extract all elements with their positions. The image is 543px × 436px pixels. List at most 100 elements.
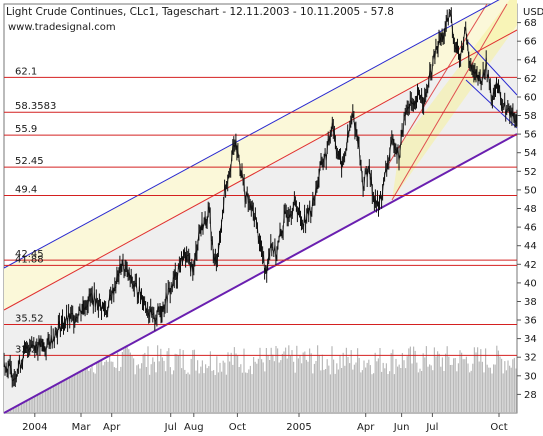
volume-bar xyxy=(69,364,71,413)
volume-bar xyxy=(329,374,331,413)
volume-bar xyxy=(246,372,248,413)
volume-bar xyxy=(349,363,351,413)
volume-bar xyxy=(182,350,184,413)
y-tick-label: 36 xyxy=(524,316,537,327)
volume-bar xyxy=(137,364,139,413)
volume-bar xyxy=(344,365,346,413)
volume-bar xyxy=(462,359,464,413)
volume-bar xyxy=(513,357,515,413)
volume-bar xyxy=(371,374,373,413)
volume-bar xyxy=(448,356,450,413)
volume-bar xyxy=(256,363,258,413)
volume-bar xyxy=(85,352,87,413)
volume-bar xyxy=(217,372,219,413)
volume-bar xyxy=(161,357,163,413)
y-tick-label: 38 xyxy=(524,297,537,308)
volume-bar xyxy=(193,349,195,413)
volume-bar xyxy=(190,358,192,413)
volume-bar xyxy=(65,370,67,413)
volume-bar xyxy=(325,369,327,413)
volume-bar xyxy=(365,367,367,413)
y-tick-label: 30 xyxy=(524,371,537,382)
volume-bar xyxy=(296,345,298,413)
volume-bar xyxy=(307,361,309,413)
volume-bar xyxy=(94,373,96,413)
volume-bar xyxy=(89,368,91,413)
volume-bar xyxy=(409,346,411,413)
volume-bar xyxy=(411,363,413,413)
y-tick-label: 54 xyxy=(524,148,537,159)
volume-bar xyxy=(406,356,408,413)
x-tick-label: 2005 xyxy=(286,422,311,433)
volume-bar xyxy=(454,358,456,413)
volume-bar xyxy=(461,352,463,413)
volume-bar xyxy=(416,362,418,413)
volume-bar xyxy=(497,350,499,413)
volume-bar xyxy=(385,363,387,413)
volume-bar xyxy=(318,355,320,413)
volume-bar xyxy=(104,361,106,413)
volume-bar xyxy=(472,363,474,413)
volume-bar xyxy=(494,364,496,413)
volume-bar xyxy=(310,353,312,413)
volume-bar xyxy=(200,366,202,413)
volume-bar xyxy=(353,364,355,413)
y-axis: 28 30 32 34 36 38 40 42 44 46 48 50 52 54 56 58 60 62 64 66… xyxy=(517,18,537,401)
volume-bar xyxy=(219,362,221,413)
volume-bar xyxy=(56,369,58,413)
volume-bar xyxy=(317,345,319,413)
volume-bar xyxy=(78,360,80,413)
volume-bar xyxy=(93,372,95,413)
volume-bar xyxy=(397,366,399,413)
volume-bar xyxy=(241,372,243,413)
volume-bar xyxy=(275,346,277,413)
volume-bar xyxy=(134,374,136,413)
x-tick-label: Oct xyxy=(490,422,507,433)
volume-bar xyxy=(48,369,50,413)
volume-bar xyxy=(321,354,323,413)
volume-bar xyxy=(341,368,343,413)
volume-bar xyxy=(173,370,175,413)
volume-bar xyxy=(273,361,275,413)
steep-channel-band xyxy=(392,0,517,200)
volume-bar xyxy=(509,365,511,413)
x-axis: 2004 Mar Apr Jul Aug Oct 2005 Apr Jun Jul Oct xyxy=(22,413,508,433)
volume-bar xyxy=(265,348,267,413)
volume-bar xyxy=(392,349,394,413)
volume-bar xyxy=(470,370,472,413)
volume-bar xyxy=(377,358,379,413)
volume-bar xyxy=(62,358,64,413)
volume-bar xyxy=(251,374,253,413)
volume-bar xyxy=(328,365,330,413)
volume-bar xyxy=(222,360,224,413)
volume-bar xyxy=(72,372,74,413)
volume-bar xyxy=(91,361,93,413)
fib-level-label: 58.3583 xyxy=(15,101,56,112)
volume-bar xyxy=(510,367,512,413)
volume-bar xyxy=(417,372,419,413)
volume-bar xyxy=(333,359,335,413)
fib-level-label: 42.45 xyxy=(15,249,44,260)
volume-bar xyxy=(96,362,98,413)
x-tick-label: Apr xyxy=(357,422,375,433)
volume-bar xyxy=(102,365,104,413)
downtrend-line-upper xyxy=(465,39,518,96)
volume-bar xyxy=(293,361,295,413)
y-tick-label: 44 xyxy=(524,241,537,252)
volume-bar xyxy=(358,357,360,413)
volume-bar xyxy=(326,359,328,413)
volume-bar xyxy=(211,370,213,413)
volume-bar xyxy=(105,360,107,413)
volume-bar xyxy=(157,345,159,413)
chart-source: www.tradesignal.com xyxy=(8,22,116,33)
volume-bar xyxy=(369,365,371,413)
volume-bar xyxy=(384,368,386,413)
volume-bar xyxy=(499,356,501,413)
volume-bar xyxy=(129,352,131,413)
volume-bar xyxy=(382,362,384,413)
x-tick-label: Jul xyxy=(164,422,177,433)
volume-bar xyxy=(403,360,405,413)
volume-bar xyxy=(179,348,181,413)
volume-bar xyxy=(150,364,152,413)
volume-bar xyxy=(176,354,178,413)
